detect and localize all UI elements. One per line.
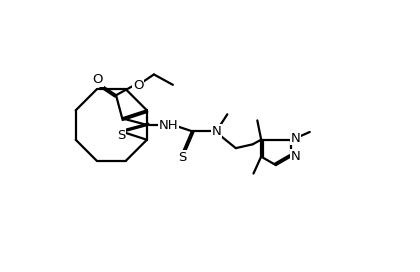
Text: NH: NH bbox=[159, 119, 178, 132]
Text: N: N bbox=[291, 150, 301, 163]
Text: S: S bbox=[178, 151, 186, 164]
Text: O: O bbox=[93, 73, 103, 86]
Text: S: S bbox=[117, 129, 126, 142]
Text: N: N bbox=[290, 132, 300, 145]
Text: O: O bbox=[133, 79, 143, 92]
Text: N: N bbox=[212, 125, 221, 138]
